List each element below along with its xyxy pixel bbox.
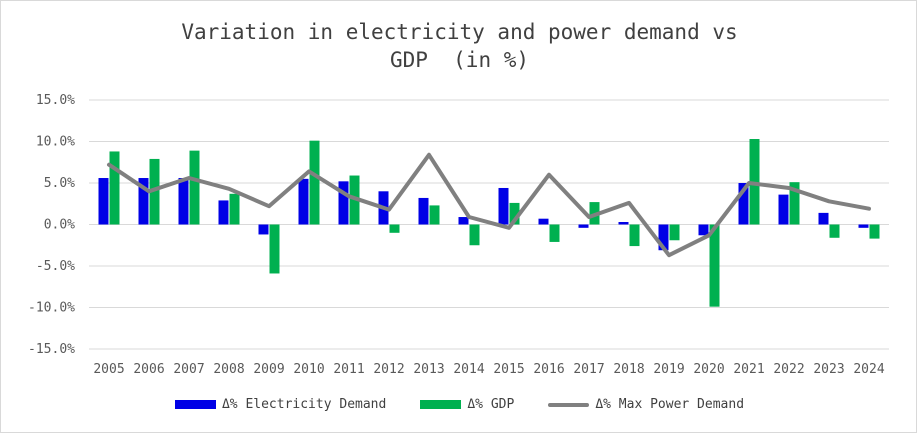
x-tick-label: 2007: [173, 362, 204, 377]
bar-electricity-demand: [858, 224, 869, 228]
bar-electricity-demand: [498, 187, 509, 225]
legend-label-electricity: Δ% Electricity Demand: [221, 397, 387, 412]
bar-electricity-demand: [138, 178, 149, 225]
chart-title-line-1: Variation in electricity and power deman…: [181, 20, 738, 44]
chart-title-line-2: GDP (in %): [389, 48, 530, 72]
x-tick-label: 2021: [733, 362, 764, 377]
legend-item-electricity: Δ% Electricity Demand: [174, 397, 387, 412]
bar-gdp: [309, 140, 320, 225]
bar-electricity-demand: [298, 178, 309, 225]
y-tick-label: 0.0%: [44, 218, 75, 233]
bar-gdp: [149, 158, 160, 225]
bar-electricity-demand: [578, 224, 589, 228]
line-max-power-demand: [107, 152, 871, 258]
bar-electricity-demand: [98, 178, 109, 225]
x-tick-label: 2020: [693, 362, 724, 377]
legend-swatch-electricity: [174, 400, 216, 409]
bar-electricity-demand: [338, 181, 349, 225]
y-tick-label: 10.0%: [36, 135, 75, 150]
x-tick-label: 2016: [533, 362, 564, 377]
x-tick-label: 2022: [773, 362, 804, 377]
bar-electricity-demand: [418, 197, 429, 225]
bar-electricity-demand: [778, 194, 789, 225]
bar-electricity-demand: [618, 222, 629, 225]
bar-gdp: [869, 224, 880, 239]
bar-gdp: [669, 224, 680, 241]
y-tick-label: -5.0%: [36, 259, 75, 274]
bar-electricity-demand: [658, 224, 669, 251]
x-tick-label: 2018: [613, 362, 644, 377]
bar-electricity-demand: [738, 183, 749, 225]
bar-electricity-demand: [218, 200, 229, 225]
legend-label-max-power: Δ% Max Power Demand: [595, 397, 745, 412]
bar-gdp: [509, 202, 520, 225]
bar-electricity-demand: [698, 224, 709, 236]
bar-gdp: [109, 151, 120, 225]
legend-label-gdp: Δ% GDP: [467, 397, 515, 412]
x-tick-label: 2009: [253, 362, 284, 377]
bar-gdp: [189, 150, 200, 225]
y-tick-label: 15.0%: [36, 93, 75, 108]
bar-gdp: [429, 205, 440, 225]
x-tick-label: 2015: [493, 362, 524, 377]
x-tick-label: 2011: [333, 362, 364, 377]
x-tick-label: 2014: [453, 362, 484, 377]
legend: Δ% Electricity Demand Δ% GDP Δ% Max Powe…: [1, 397, 916, 412]
legend-swatch-max-power: [548, 402, 590, 407]
x-tick-label: 2008: [213, 362, 244, 377]
bar-gdp: [469, 224, 480, 246]
x-tick-label: 2023: [813, 362, 844, 377]
y-tick-label: -10.0%: [28, 301, 75, 316]
y-tick-label: -15.0%: [28, 342, 75, 357]
x-tick-label: 2013: [413, 362, 444, 377]
bar-gdp: [829, 224, 840, 238]
bar-electricity-demand: [458, 217, 469, 225]
x-tick-label: 2005: [93, 362, 124, 377]
bar-electricity-demand: [818, 212, 829, 225]
bar-gdp: [229, 193, 240, 225]
bar-gdp: [389, 224, 400, 233]
legend-item-gdp: Δ% GDP: [420, 397, 514, 412]
bar-gdp: [789, 182, 800, 225]
bar-electricity-demand: [178, 178, 189, 225]
y-tick-label: 5.0%: [44, 176, 75, 191]
bar-gdp: [629, 224, 640, 247]
bar-gdp: [549, 224, 560, 242]
legend-item-max-power: Δ% Max Power Demand: [548, 397, 744, 412]
bar-gdp: [269, 224, 280, 274]
x-tick-label: 2010: [293, 362, 324, 377]
legend-swatch-gdp: [420, 400, 462, 409]
bar-electricity-demand: [538, 218, 549, 225]
x-tick-label: 2024: [853, 362, 884, 377]
x-tick-label: 2012: [373, 362, 404, 377]
x-tick-label: 2019: [653, 362, 684, 377]
x-tick-label: 2017: [573, 362, 604, 377]
bar-electricity-demand: [258, 224, 269, 235]
bar-gdp: [709, 224, 720, 307]
x-tick-label: 2006: [133, 362, 164, 377]
